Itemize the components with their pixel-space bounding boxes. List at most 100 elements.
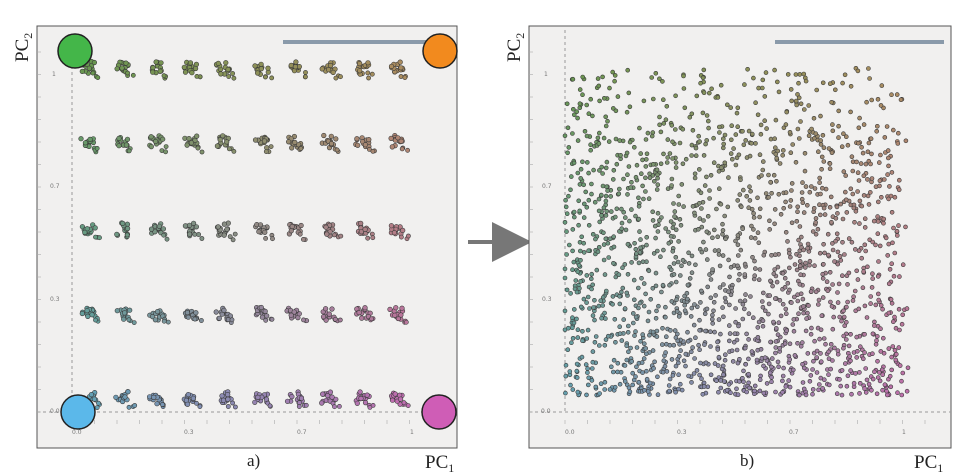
data-point xyxy=(568,382,573,388)
data-point xyxy=(718,378,724,383)
data-point xyxy=(777,297,783,303)
data-point xyxy=(587,306,592,311)
data-point xyxy=(640,370,645,375)
data-point xyxy=(753,100,758,105)
data-point xyxy=(821,261,826,267)
data-point xyxy=(586,197,592,203)
data-point xyxy=(881,216,887,222)
data-point xyxy=(579,234,585,240)
data-point xyxy=(670,225,676,231)
data-point xyxy=(688,314,694,319)
data-point xyxy=(114,231,120,237)
data-point xyxy=(403,319,409,325)
data-point xyxy=(119,65,125,71)
data-point xyxy=(125,389,131,395)
data-point xyxy=(398,234,404,240)
data-point xyxy=(762,308,768,314)
data-point xyxy=(783,311,789,317)
data-point xyxy=(775,264,781,270)
data-point xyxy=(564,211,570,216)
data-point xyxy=(849,391,854,397)
data-point xyxy=(619,206,624,212)
data-point xyxy=(693,153,699,158)
data-point xyxy=(624,109,630,115)
data-point xyxy=(660,97,666,102)
data-point xyxy=(358,220,364,226)
data-point xyxy=(638,171,644,176)
data-point xyxy=(783,384,789,389)
data-point xyxy=(780,301,786,307)
data-point xyxy=(585,294,591,300)
data-point xyxy=(740,316,746,322)
data-point xyxy=(690,345,695,350)
data-point xyxy=(746,371,751,377)
data-point xyxy=(744,389,750,395)
data-point xyxy=(841,345,846,351)
data-point xyxy=(596,141,602,146)
data-point xyxy=(885,253,891,258)
data-point xyxy=(658,161,664,167)
data-point xyxy=(603,114,609,120)
data-point xyxy=(599,213,604,218)
data-point xyxy=(625,192,630,197)
data-point xyxy=(878,152,883,158)
data-point xyxy=(581,296,587,302)
data-point xyxy=(843,319,849,325)
data-point xyxy=(740,129,745,134)
data-point xyxy=(562,220,568,225)
data-point xyxy=(631,277,637,283)
data-point xyxy=(737,271,742,277)
data-point xyxy=(789,98,795,104)
data-point xyxy=(673,254,679,260)
data-point xyxy=(696,133,702,139)
data-point xyxy=(868,301,873,306)
data-point xyxy=(716,354,722,360)
data-point xyxy=(870,271,875,277)
data-point xyxy=(355,142,361,148)
data-point xyxy=(655,210,661,216)
data-point xyxy=(880,306,885,312)
data-point xyxy=(571,209,577,215)
data-point xyxy=(633,314,639,320)
data-point xyxy=(568,187,573,193)
data-point xyxy=(291,309,297,315)
data-point xyxy=(321,132,327,139)
data-point xyxy=(726,289,731,295)
data-point xyxy=(571,320,577,326)
data-point xyxy=(834,231,840,237)
data-point xyxy=(869,387,874,393)
data-point xyxy=(774,155,780,161)
data-point xyxy=(613,274,619,280)
data-point xyxy=(623,227,629,233)
data-point xyxy=(815,302,821,307)
data-point xyxy=(606,139,612,144)
data-point xyxy=(625,172,630,177)
data-point xyxy=(812,186,818,191)
data-point xyxy=(393,305,399,311)
data-point xyxy=(722,132,728,138)
data-point xyxy=(832,259,837,264)
data-point xyxy=(296,404,302,409)
data-point xyxy=(654,248,660,254)
data-point xyxy=(596,245,602,250)
data-point xyxy=(824,279,830,285)
data-point xyxy=(592,339,598,345)
data-point xyxy=(828,341,834,347)
data-point xyxy=(398,74,404,79)
data-point xyxy=(596,208,602,214)
data-point xyxy=(598,298,604,304)
data-point xyxy=(896,177,902,183)
data-point xyxy=(121,316,127,322)
data-point xyxy=(331,232,337,238)
data-point xyxy=(716,317,722,322)
data-point xyxy=(797,259,803,264)
data-point xyxy=(574,109,580,114)
data-point xyxy=(707,188,712,193)
data-point xyxy=(818,375,824,381)
data-point xyxy=(727,302,732,308)
data-point xyxy=(585,366,590,371)
data-point xyxy=(860,150,866,156)
data-point xyxy=(563,373,569,379)
data-point xyxy=(619,226,625,231)
data-point xyxy=(802,151,808,156)
